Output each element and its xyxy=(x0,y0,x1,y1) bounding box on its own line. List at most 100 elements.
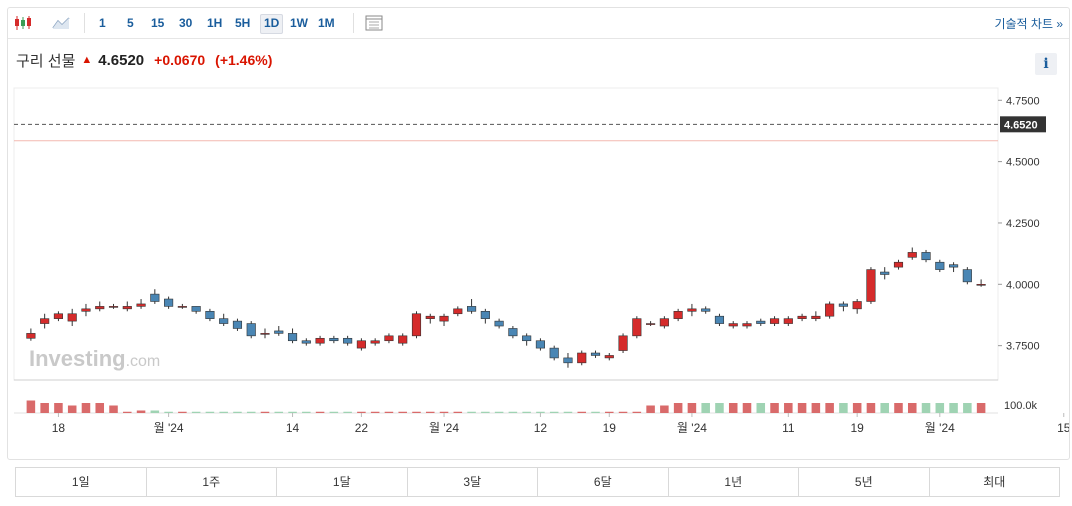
quote-header: 구리 선물 ▲ 4.6520 +0.0670 (+1.46%) xyxy=(16,50,272,70)
timeframe-1h[interactable]: 1H xyxy=(207,16,223,30)
volume-bar xyxy=(453,411,463,413)
volume-bar xyxy=(907,403,917,413)
candle-body xyxy=(384,335,394,342)
x-tick-label: 월 '24 xyxy=(677,421,707,435)
volume-bars xyxy=(26,400,986,413)
volume-bar xyxy=(439,411,449,413)
period-1w[interactable]: 1주 xyxy=(147,468,277,496)
candle-body xyxy=(880,271,890,275)
volume-bar xyxy=(302,411,311,413)
volume-bar xyxy=(963,403,972,413)
volume-bar xyxy=(191,411,201,413)
candle-body xyxy=(935,261,945,270)
volume-bar xyxy=(370,411,380,413)
x-tick-label: 14 xyxy=(286,421,300,435)
timeframe-1w[interactable]: 1W xyxy=(290,16,308,30)
candle-body xyxy=(453,308,463,315)
volume-bar xyxy=(412,411,421,413)
timeframe-5h[interactable]: 5H xyxy=(235,16,251,30)
y-tick-label: 4.7500 xyxy=(1006,95,1040,107)
candle-body xyxy=(701,308,711,312)
volume-bar xyxy=(536,411,545,413)
volume-bar xyxy=(219,411,228,413)
volume-bar xyxy=(26,400,36,413)
volume-bar xyxy=(398,411,407,413)
volume-bar xyxy=(522,411,531,413)
candle-body xyxy=(893,261,904,268)
candle-body xyxy=(825,303,835,317)
candle-body xyxy=(797,315,807,319)
candle-body xyxy=(67,313,77,322)
volume-bar xyxy=(839,403,848,413)
y-tick-label: 4.2500 xyxy=(1006,218,1040,230)
chart-toolbar: 1 5 15 30 1H 5H 1D 1W 1M 기술적 차트 » xyxy=(8,8,1069,39)
volume-bar xyxy=(728,403,738,413)
volume-bar xyxy=(67,405,77,413)
candle-body xyxy=(315,337,325,344)
candle-body xyxy=(150,293,160,302)
volume-bar xyxy=(205,411,215,413)
volume-bar xyxy=(274,411,284,413)
volume-bar xyxy=(494,411,504,413)
y-tick-label: 3.7500 xyxy=(1006,341,1040,353)
volume-bar xyxy=(756,403,766,413)
volume-bar xyxy=(825,403,834,413)
timeframe-30[interactable]: 30 xyxy=(179,16,193,30)
period-1m[interactable]: 1달 xyxy=(277,468,408,496)
volume-bar xyxy=(976,403,986,413)
volume-bar xyxy=(40,403,49,413)
volume-bar xyxy=(770,403,779,413)
period-max[interactable]: 최대 xyxy=(983,475,1006,489)
candle-body xyxy=(398,335,408,344)
info-button[interactable]: i xyxy=(1035,53,1057,75)
timeframe-1[interactable]: 1 xyxy=(99,16,106,30)
timeframe-1m[interactable]: 1M xyxy=(318,16,335,30)
x-tick-label: 19 xyxy=(603,421,617,435)
candle-body xyxy=(274,330,284,334)
candle-body xyxy=(425,315,435,319)
period-1d[interactable]: 1일 xyxy=(16,468,147,496)
volume-bar xyxy=(701,403,710,413)
candle-body xyxy=(95,306,105,310)
candle-body xyxy=(343,337,353,344)
candle-body xyxy=(769,318,780,324)
volume-bar xyxy=(866,403,876,413)
volume-bar xyxy=(467,411,476,413)
timeframe-15[interactable]: 15 xyxy=(151,16,165,30)
candle-body xyxy=(921,252,931,261)
candle-body xyxy=(646,323,656,325)
candle-body xyxy=(742,323,752,327)
period-5y[interactable]: 5년 xyxy=(799,468,930,496)
candle-body xyxy=(232,320,243,329)
volume-bar xyxy=(949,403,958,413)
candlestick-icon[interactable] xyxy=(12,13,34,33)
panel-layout-icon[interactable] xyxy=(363,13,385,33)
candle-body xyxy=(673,310,683,319)
candle-body xyxy=(976,284,986,286)
volume-bar xyxy=(715,403,724,413)
x-tick-label: 11 xyxy=(782,421,795,435)
period-3m[interactable]: 3달 xyxy=(408,468,538,496)
volume-bar xyxy=(618,411,628,413)
period-6m[interactable]: 6달 xyxy=(538,468,669,496)
candle-body xyxy=(191,306,201,312)
timeframe-5[interactable]: 5 xyxy=(127,16,134,30)
volume-bar xyxy=(687,403,697,413)
volume-bar xyxy=(797,403,807,413)
candle-body xyxy=(356,340,366,349)
candle-body xyxy=(40,318,50,324)
volume-bar xyxy=(508,411,518,413)
price-chart[interactable]: 4.6520 4.7500 4.5000 4.2500 4.0000 3.7500 100… xyxy=(8,8,1069,459)
volume-bar xyxy=(894,403,903,413)
y-tick-label: 4.5000 xyxy=(1006,157,1040,169)
technical-chart-link[interactable]: 기술적 차트 » xyxy=(994,17,1063,31)
volume-bar xyxy=(591,411,600,413)
mountain-chart-icon[interactable] xyxy=(50,13,72,33)
candle-body xyxy=(632,318,642,337)
volume-bar xyxy=(288,411,297,413)
price-change: +0.0670 xyxy=(154,52,206,68)
timeframe-1d[interactable]: 1D xyxy=(260,14,284,34)
period-1y[interactable]: 1년 xyxy=(669,468,799,496)
volume-bar xyxy=(384,411,394,413)
candle-body xyxy=(246,323,256,337)
